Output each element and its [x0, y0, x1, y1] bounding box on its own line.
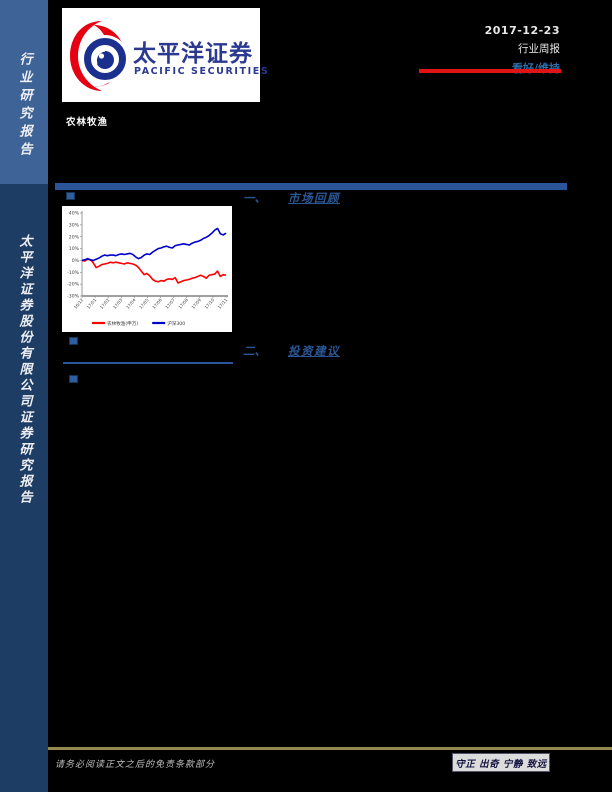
company-logo: 太平洋证券 PACIFIC SECURITIES [62, 8, 270, 102]
svg-text:10%: 10% [69, 246, 80, 252]
section-heading-market-review: 一、 市场回顾 [243, 190, 340, 206]
section-title: 投资建议 [288, 344, 340, 358]
svg-text:-30%: -30% [67, 294, 80, 300]
svg-text:农林牧渔(申万): 农林牧渔(申万) [107, 320, 138, 327]
svg-text:17/08: 17/08 [177, 297, 189, 310]
svg-text:17/11: 17/11 [217, 297, 229, 310]
sidebar-top-band: 行业研究报告 [0, 0, 48, 184]
report-type: 行业周报 [518, 43, 560, 55]
report-category-vertical-label: 行业研究报告 [16, 52, 32, 160]
company-motto-badge: 守正 出奇 宁静 致远 [452, 753, 550, 772]
performance-chart: 40% 30% 20% 10% 0% -10% -20% -30% 16/12 17/01 17/0… [62, 206, 232, 332]
svg-text:17/04: 17/04 [125, 297, 137, 310]
svg-text:17/02: 17/02 [99, 297, 111, 310]
company-vertical-label: 太平洋证券股份有限公司证券研究报告 [16, 234, 32, 506]
svg-text:17/06: 17/06 [151, 297, 163, 310]
thin-blue-divider [63, 362, 233, 364]
industry-rating: 看好/维持 [360, 60, 560, 76]
svg-text:17/05: 17/05 [138, 297, 150, 310]
svg-text:30%: 30% [69, 222, 80, 228]
svg-text:沪深300: 沪深300 [167, 320, 185, 327]
svg-text:17/10: 17/10 [204, 297, 216, 310]
bullet-square-icon [69, 337, 78, 345]
pacific-securities-logo-icon [64, 21, 129, 91]
logo-chinese-name: 太平洋证券 [133, 41, 253, 67]
svg-text:-20%: -20% [67, 282, 80, 288]
svg-text:16/12: 16/12 [73, 297, 85, 310]
svg-text:-10%: -10% [67, 270, 80, 276]
bullet-square-icon [66, 192, 75, 200]
svg-text:0%: 0% [72, 258, 80, 264]
logo-english-name: PACIFIC SECURITIES [134, 66, 270, 77]
report-date: 2017-12-23 [484, 24, 560, 37]
section-title: 市场回顾 [288, 191, 340, 205]
sidebar-bottom-band: 太平洋证券股份有限公司证券研究报告 [0, 184, 48, 792]
bullet-square-icon [69, 375, 78, 383]
footer-rule [48, 747, 612, 750]
svg-text:17/09: 17/09 [190, 297, 202, 310]
svg-text:17/03: 17/03 [112, 297, 124, 310]
section-number: 二、 [243, 344, 266, 358]
section-number: 一、 [243, 191, 266, 205]
footer-disclaimer: 请务必阅读正文之后的免责条款部分 [55, 760, 216, 770]
relative-performance-line-chart: 40%30%20%10%0%-10%-20%-30%16/12 17/01 17/0… [67, 211, 229, 327]
svg-text:40%: 40% [69, 211, 80, 217]
svg-text:17/07: 17/07 [164, 297, 176, 310]
rating-underline [419, 69, 561, 73]
industry-name: 农林牧渔 [66, 117, 109, 128]
sidebar: 行业研究报告 太平洋证券股份有限公司证券研究报告 [0, 0, 48, 792]
section-heading-investment-advice: 二、 投资建议 [243, 343, 340, 359]
svg-text:17/01: 17/01 [86, 297, 98, 310]
svg-text:20%: 20% [69, 234, 80, 240]
section-divider-bar [55, 183, 567, 190]
